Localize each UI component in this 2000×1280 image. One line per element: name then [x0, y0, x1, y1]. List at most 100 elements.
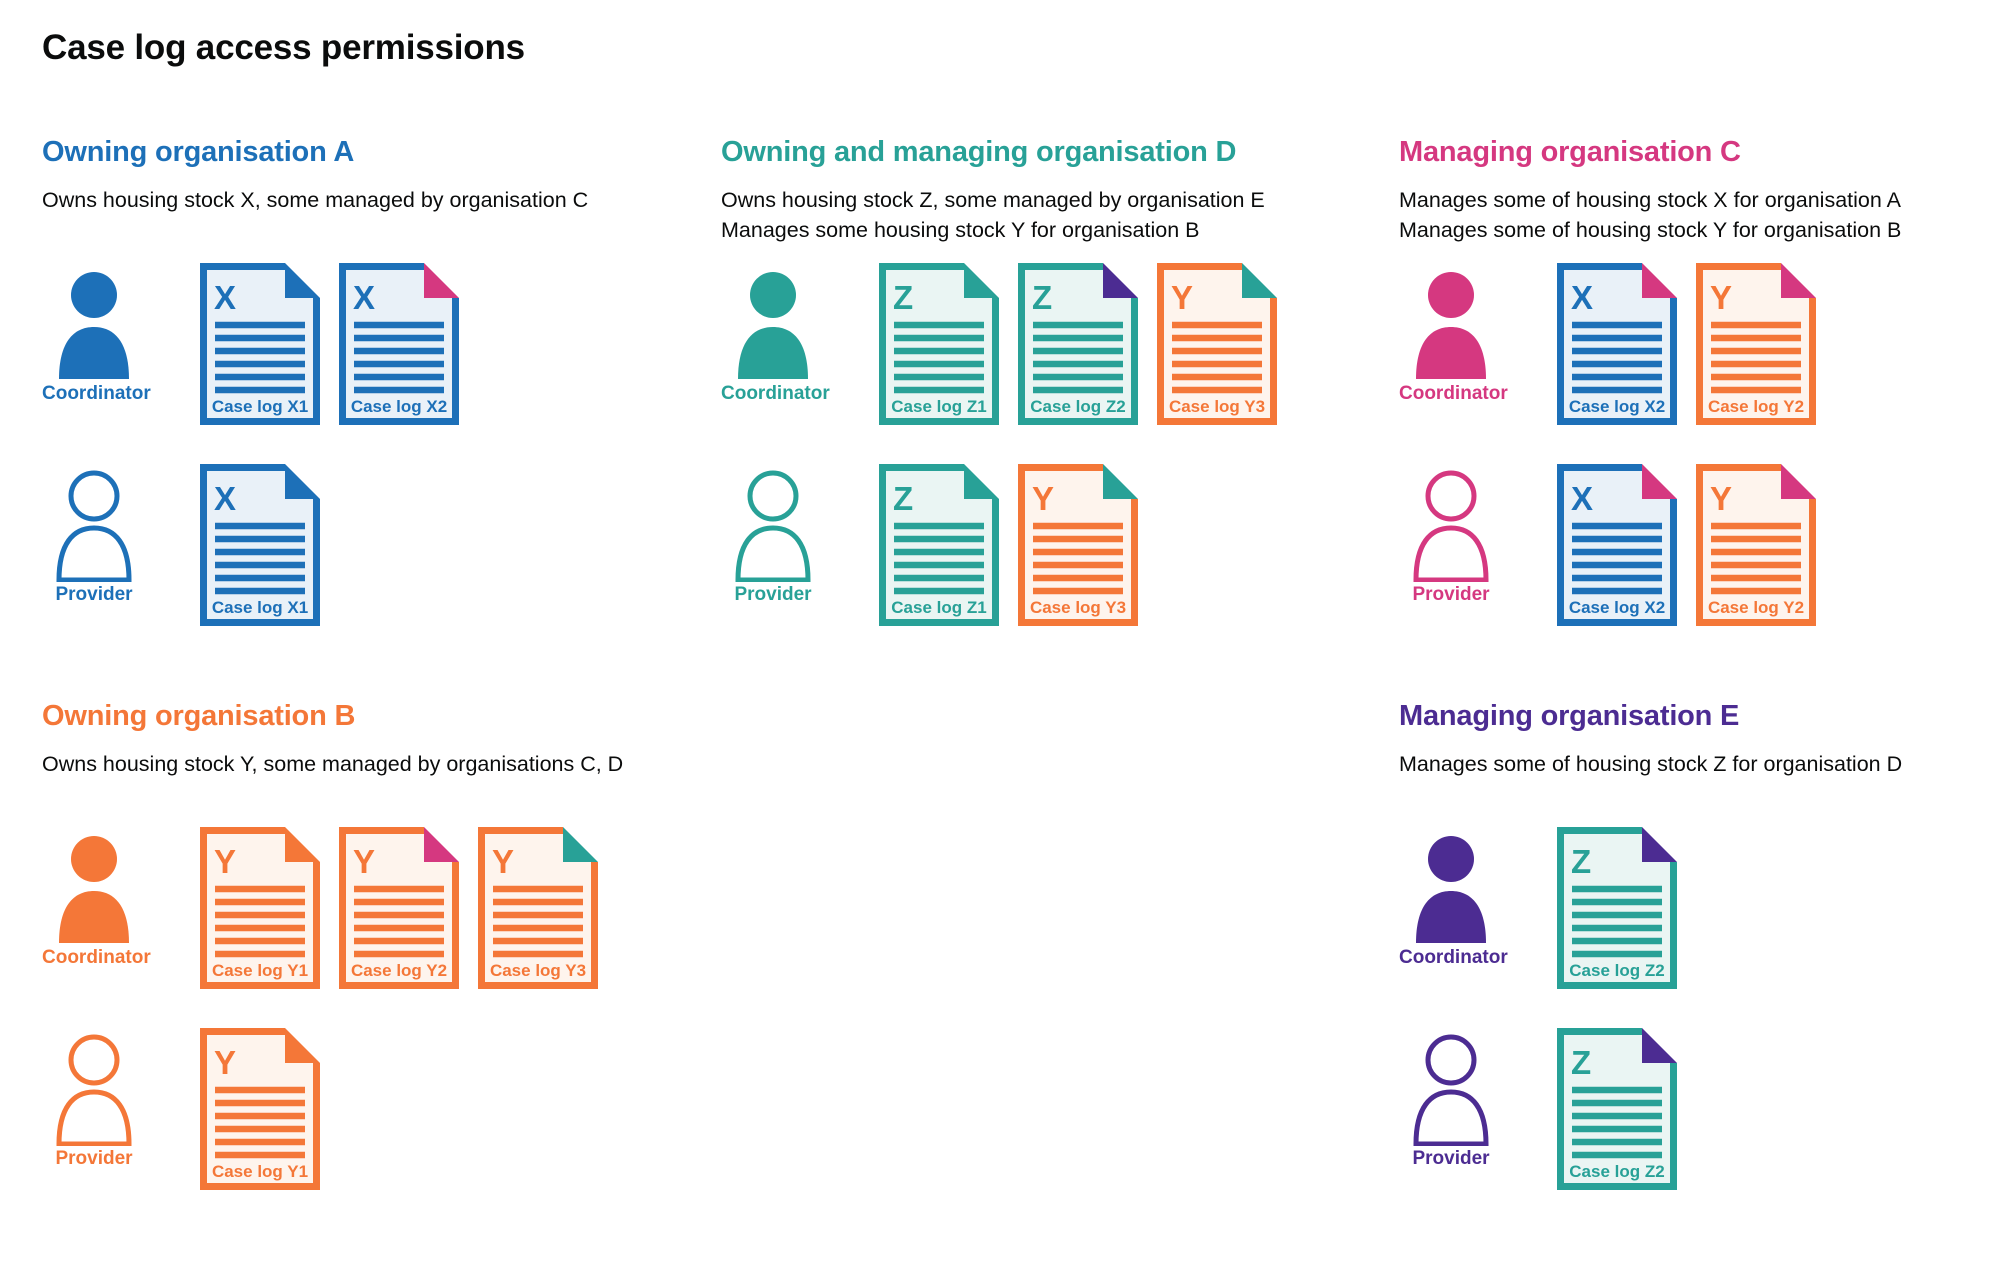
coordinator-block: Coordinator — [1399, 827, 1508, 969]
provider-block: Provider — [721, 464, 825, 606]
stock-letter: Z — [1032, 279, 1052, 316]
stock-letter: X — [353, 279, 375, 316]
case-log-label: Case log Z1 — [891, 598, 986, 617]
provider-person-icon — [1413, 1034, 1489, 1146]
stock-letter: Z — [1571, 1044, 1591, 1081]
provider-block: Provider — [42, 1028, 146, 1170]
stock-letter: Y — [214, 1044, 236, 1081]
coordinator-block: Coordinator — [42, 827, 151, 969]
case-log-document-icon: Y Case log Y2 — [1696, 464, 1816, 626]
case-log-document-icon: Y Case log Y3 — [1018, 464, 1138, 626]
case-log-document-icon: Z Case log Z2 — [1557, 827, 1677, 989]
case-log-label: Case log X1 — [212, 397, 308, 416]
case-log-document-icon: Y Case log Y1 — [200, 827, 320, 989]
case-log-document-icon: Z Case log Z1 — [879, 464, 999, 626]
section-description: Manages some of housing stock Z for orga… — [1399, 749, 2000, 813]
case-log-label: Case log X1 — [212, 598, 308, 617]
role-label: Provider — [55, 1148, 133, 1169]
stock-letter: X — [214, 279, 236, 316]
case-log-document-icon: Y Case log Y1 — [200, 1028, 320, 1190]
case-log-documents: Z Case log Z2 — [1557, 827, 1677, 989]
case-log-documents: X Case log X1 — [200, 464, 320, 626]
stock-letter: Y — [214, 843, 236, 880]
description-line: Manages some of housing stock X for orga… — [1399, 188, 1901, 212]
section-title: Owning organisation A — [42, 136, 355, 168]
provider-person-icon — [56, 470, 132, 582]
permission-row-provider: Provider Z Case log Z2 — [1399, 1028, 2000, 1190]
role-label: Provider — [1412, 1148, 1490, 1169]
provider-person-icon — [735, 470, 811, 582]
case-log-documents: Y Case log Y1 — [200, 1028, 320, 1190]
case-log-label: Case log Y1 — [212, 1162, 308, 1181]
case-log-label: Case log X2 — [351, 397, 447, 416]
case-log-documents: Z Case log Z1 Z Case log Z2 Y Case log Y3 — [879, 263, 1277, 425]
role-label: Coordinator — [1399, 383, 1508, 404]
coordinator-person-icon — [1416, 272, 1486, 379]
description-line: Owns housing stock X, some managed by or… — [42, 188, 589, 212]
case-log-label: Case log Z2 — [1569, 961, 1664, 980]
case-log-label: Case log X2 — [1569, 397, 1665, 416]
page-title: Case log access permissions — [42, 28, 525, 67]
case-log-document-icon: Y Case log Y2 — [339, 827, 459, 989]
description-line: Manages some of housing stock Z for orga… — [1399, 752, 1903, 776]
section-title: Managing organisation E — [1399, 700, 1740, 732]
section-title: Owning and managing organisation D — [721, 136, 1237, 168]
stock-letter: Y — [1710, 480, 1732, 517]
case-log-label: Case log Y3 — [1169, 397, 1265, 416]
permission-row-coordinator: Coordinator X Case log X2 Y Case log Y2 — [1399, 263, 2000, 425]
description-line: Owns housing stock Y, some managed by or… — [42, 752, 624, 776]
stock-letter: X — [214, 480, 236, 517]
case-log-document-icon: X Case log X1 — [200, 464, 320, 626]
stock-letter: Y — [1710, 279, 1732, 316]
case-log-documents: Z Case log Z2 — [1557, 1028, 1677, 1190]
coordinator-person-icon — [59, 836, 129, 943]
stock-letter: Y — [492, 843, 514, 880]
case-log-documents: X Case log X1 X Case log X2 — [200, 263, 459, 425]
case-log-label: Case log Z1 — [891, 397, 986, 416]
role-label: Coordinator — [721, 383, 830, 404]
section-description: Owns housing stock X, some managed by or… — [42, 185, 687, 249]
case-log-document-icon: Y Case log Y3 — [478, 827, 598, 989]
case-log-document-icon: Z Case log Z2 — [1557, 1028, 1677, 1190]
section-description: Owns housing stock Y, some managed by or… — [42, 749, 687, 813]
permission-row-provider: Provider X Case log X2 Y Case log Y2 — [1399, 464, 2000, 626]
provider-block: Provider — [42, 464, 146, 606]
case-log-document-icon: X Case log X2 — [339, 263, 459, 425]
case-log-label: Case log Y2 — [351, 961, 447, 980]
stock-letter: Z — [1571, 843, 1591, 880]
case-log-document-icon: Y Case log Y2 — [1696, 263, 1816, 425]
section-managing-organisation-e: Managing organisation E Manages some of h… — [1399, 700, 2000, 1229]
section-owning-organisation-b: Owning organisation B Owns housing stock … — [42, 700, 687, 1229]
case-log-documents: Y Case log Y1 Y Case log Y2 Y Case log Y3 — [200, 827, 598, 989]
role-label: Provider — [55, 584, 133, 605]
section-description: Owns housing stock Z, some managed by or… — [721, 185, 1366, 249]
description-line: Manages some housing stock Y for organis… — [721, 218, 1200, 242]
provider-block: Provider — [1399, 464, 1503, 606]
permission-row-provider: Provider Y Case log Y1 — [42, 1028, 687, 1190]
stock-letter: X — [1571, 279, 1593, 316]
coordinator-person-icon — [59, 272, 129, 379]
permission-row-coordinator: Coordinator Z Case log Z1 Z Case log Z2 Y Case… — [721, 263, 1366, 425]
case-log-label: Case log Z2 — [1030, 397, 1125, 416]
case-log-document-icon: X Case log X2 — [1557, 464, 1677, 626]
stock-letter: X — [1571, 480, 1593, 517]
role-label: Provider — [1412, 584, 1490, 605]
coordinator-block: Coordinator — [721, 263, 830, 405]
stock-letter: Y — [1032, 480, 1054, 517]
stock-letter: Y — [353, 843, 375, 880]
case-log-document-icon: Y Case log Y3 — [1157, 263, 1277, 425]
permission-rows: Coordinator Z Case log Z1 Z Case log Z2 Y Case… — [721, 263, 1366, 626]
permission-row-provider: Provider X Case log X1 — [42, 464, 687, 626]
permission-row-coordinator: Coordinator Y Case log Y1 Y Case log Y2 Y Case… — [42, 827, 687, 989]
permission-rows: Coordinator X Case log X2 Y Case log Y2 Provi… — [1399, 263, 2000, 626]
role-label: Coordinator — [42, 383, 151, 404]
role-label: Coordinator — [42, 947, 151, 968]
stock-letter: Y — [1171, 279, 1193, 316]
provider-block: Provider — [1399, 1028, 1503, 1170]
description-line: Manages some of housing stock Y for orga… — [1399, 218, 1902, 242]
coordinator-block: Coordinator — [42, 263, 151, 405]
coordinator-person-icon — [1416, 836, 1486, 943]
permission-row-coordinator: Coordinator Z Case log Z2 — [1399, 827, 2000, 989]
coordinator-person-icon — [738, 272, 808, 379]
